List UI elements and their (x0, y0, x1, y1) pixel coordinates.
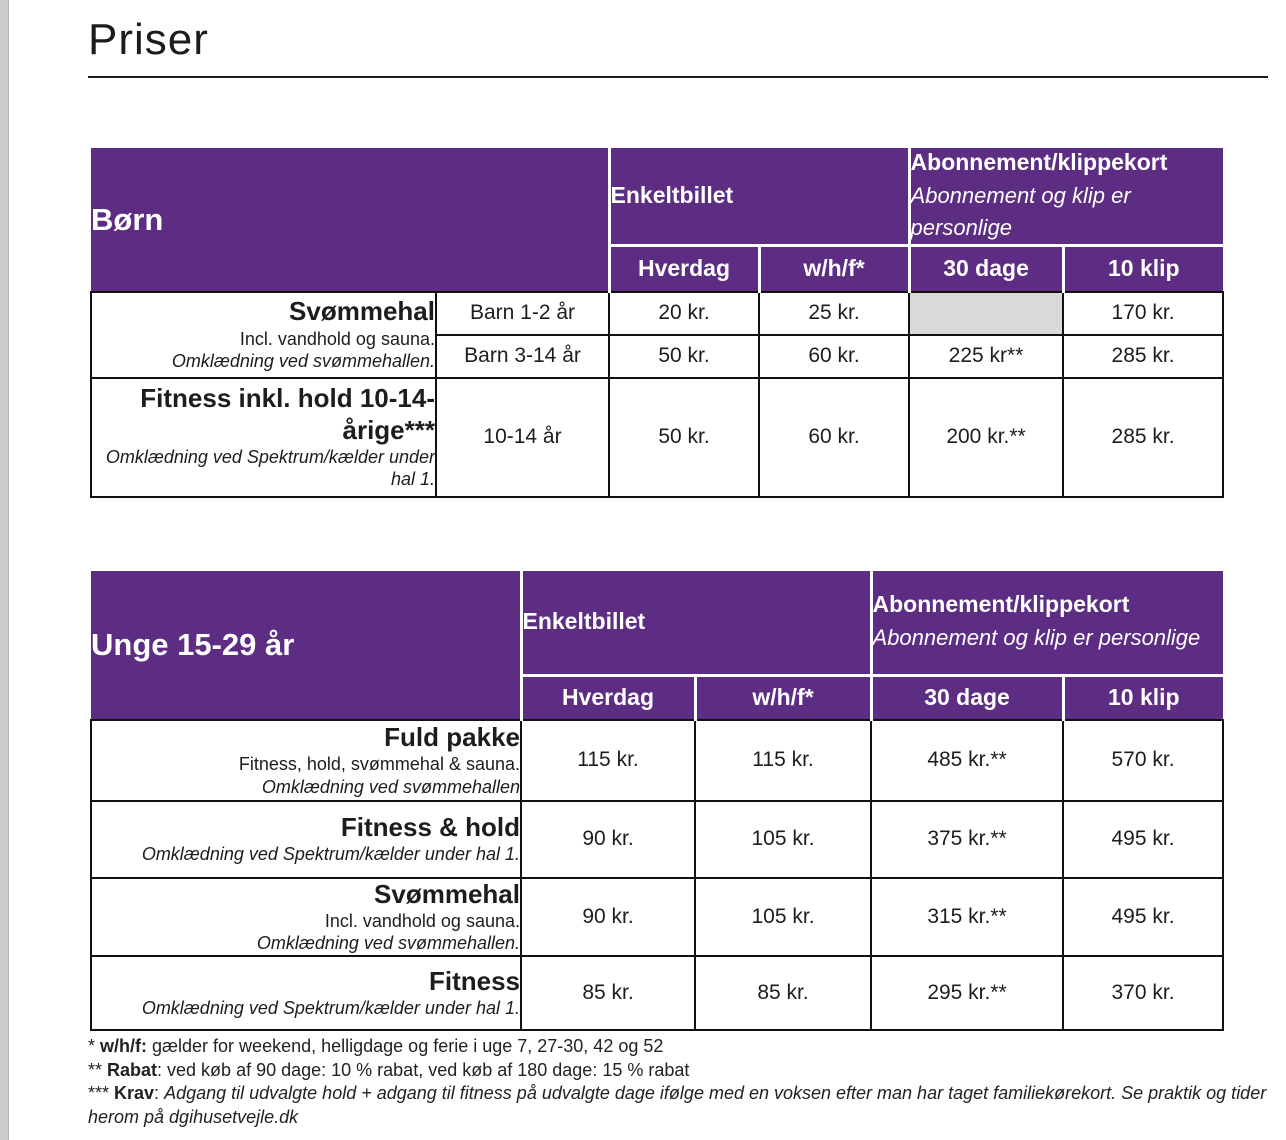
price-cell: 495 kr. (1062, 799, 1225, 879)
age-cell: Barn 3-14 år (434, 333, 611, 379)
price-cell: 115 kr. (520, 718, 696, 802)
row-desc-italic: Omklædning ved svømmehallen. (171, 351, 435, 372)
row-desc: Fitness, hold, svømmehal & sauna. (238, 754, 520, 775)
price-cell: 375 kr.** (870, 799, 1065, 879)
price-cell-empty (908, 290, 1065, 336)
born-header-abonnement: Abonnement/klippekort Abonnement og klip… (907, 148, 1224, 248)
row-label: Svømmehal (289, 296, 435, 327)
page-title: Priser (88, 15, 209, 64)
price-cell: 285 kr. (1062, 376, 1225, 498)
title-divider (88, 76, 1268, 79)
footnote-whf: * w/h/f: gælder for weekend, helligdage … (88, 1035, 664, 1056)
born-row-svommehal-label-cell: Svømmehal Incl. vandhold og sauna. Omklæ… (90, 290, 437, 379)
price-cell: 170 kr. (1062, 290, 1225, 336)
unge-subheader-whf: w/h/f* (693, 675, 873, 720)
unge-table-title-cell: Unge 15-29 år (91, 570, 523, 720)
price-cell: 315 kr.** (870, 876, 1065, 957)
unge-header-enkeltbillet: Enkeltbillet (519, 570, 873, 678)
price-cell: 85 kr. (693, 954, 873, 1031)
age-cell: Barn 1-2 år (434, 290, 611, 336)
unge-table-title: Unge 15-29 år (91, 626, 295, 662)
price-cell: 90 kr. (520, 876, 696, 957)
price-cell: 295 kr.** (870, 954, 1065, 1031)
born-subheader-30dage: 30 dage (907, 245, 1065, 292)
unge-header-abonnement: Abonnement/klippekort Abonnement og klip… (869, 570, 1224, 678)
footnotes: * w/h/f: gælder for weekend, helligdage … (88, 1035, 1268, 1130)
row-desc-italic: Omklædning ved svømmehallen. (256, 933, 520, 954)
row-desc-italic: Omklædning ved Spektrum/kælder under hal… (141, 998, 520, 1019)
row-label: Fitness inkl. hold 10-14-årige*** (140, 383, 435, 445)
price-cell: 105 kr. (693, 799, 873, 879)
price-cell: 570 kr. (1062, 718, 1225, 802)
row-desc-italic: Omklædning ved Spektrum/kælder under hal… (141, 844, 520, 865)
price-cell: 50 kr. (608, 333, 761, 379)
row-label: Svømmehal (374, 878, 520, 909)
row-desc-italic: Omklædning ved Spektrum/kælder under hal… (105, 446, 435, 490)
row-desc-italic: Omklædning ved svømmehallen (261, 776, 520, 797)
row-desc: Incl. vandhold og sauna. (324, 910, 520, 931)
unge-row-fitnesshold-label-cell: Fitness & hold Omklædning ved Spektrum/k… (90, 799, 522, 879)
footnote-rabat: ** Rabat: ved køb af 90 dage: 10 % rabat… (88, 1059, 690, 1080)
footnote-krav: *** Krav: Adgang til udvalgte hold + adg… (88, 1083, 1267, 1127)
price-cell: 25 kr. (758, 290, 911, 336)
price-cell: 50 kr. (608, 376, 761, 498)
born-subheader-whf: w/h/f* (757, 245, 911, 292)
row-label: Fitness & hold (340, 812, 520, 843)
born-price-table: Børn Enkeltbillet Abonnement/klippekort … (90, 148, 1225, 498)
unge-subheader-hverdag: Hverdag (519, 675, 697, 720)
born-header-abonnement-subtitle: Abonnement og klip er personlige (910, 183, 1131, 241)
price-cell: 225 kr** (908, 333, 1065, 379)
price-cell: 85 kr. (520, 954, 696, 1031)
born-header-enkeltbillet: Enkeltbillet (607, 148, 911, 248)
born-table-title: Børn (91, 201, 164, 237)
price-cell: 60 kr. (758, 376, 911, 498)
price-cell: 370 kr. (1062, 954, 1225, 1031)
page-edge-strip (0, 0, 9, 1140)
price-cell: 200 kr.** (908, 376, 1065, 498)
price-cell: 90 kr. (520, 799, 696, 879)
unge-header-abonnement-subtitle: Abonnement og klip er personlige (872, 625, 1201, 651)
born-table-title-cell: Børn (91, 148, 611, 292)
row-label: Fitness (428, 965, 520, 996)
unge-subheader-10klip: 10 klip (1061, 675, 1224, 720)
price-cell: 60 kr. (758, 333, 911, 379)
price-cell: 285 kr. (1062, 333, 1225, 379)
row-desc: Incl. vandhold og sauna. (239, 328, 435, 349)
unge-subheader-30dage: 30 dage (869, 675, 1065, 720)
age-cell: 10-14 år (434, 376, 611, 498)
unge-price-table: Unge 15-29 år Enkeltbillet Abonnement/kl… (90, 570, 1225, 1031)
price-cell: 485 kr.** (870, 718, 1065, 802)
price-cell: 115 kr. (693, 718, 873, 802)
born-row-fitness-label-cell: Fitness inkl. hold 10-14-årige*** Omklæd… (90, 376, 437, 498)
unge-row-fitness-label-cell: Fitness Omklædning ved Spektrum/kælder u… (90, 954, 522, 1031)
born-subheader-10klip: 10 klip (1061, 245, 1224, 292)
page-content: Priser Børn Enkeltbillet Abonnement/klip… (88, 0, 1268, 1130)
unge-row-svommehal-label-cell: Svømmehal Incl. vandhold og sauna. Omklæ… (90, 876, 522, 957)
born-subheader-hverdag: Hverdag (607, 245, 761, 292)
price-cell: 495 kr. (1062, 876, 1225, 957)
price-cell: 20 kr. (608, 290, 761, 336)
row-label: Fuld pakke (384, 721, 520, 752)
unge-row-fuldpakke-label-cell: Fuld pakke Fitness, hold, svømmehal & sa… (90, 718, 522, 802)
price-cell: 105 kr. (693, 876, 873, 957)
